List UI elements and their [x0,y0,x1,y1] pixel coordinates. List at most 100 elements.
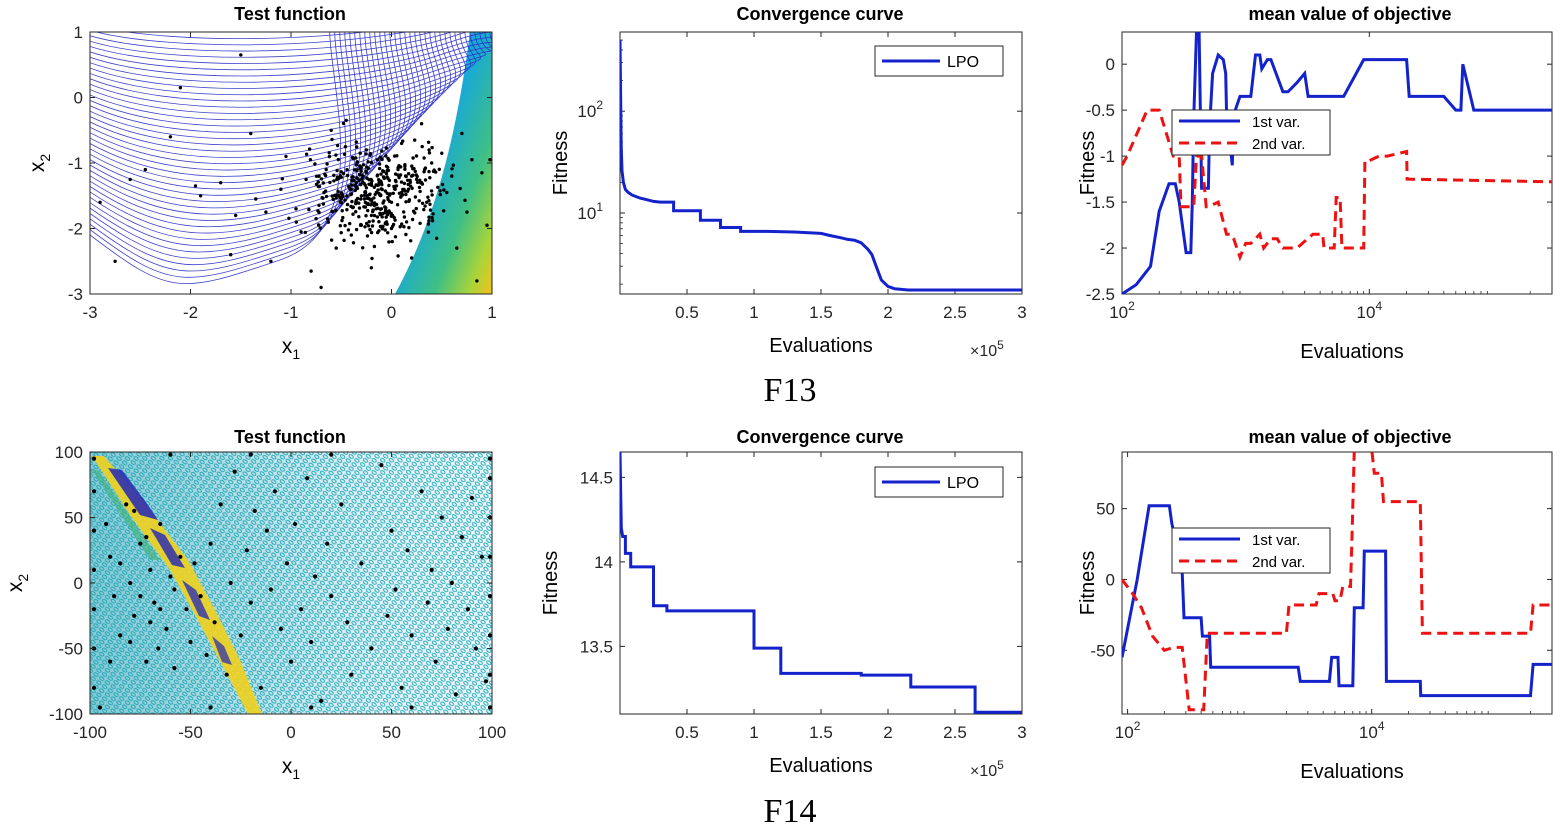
data-point [398,173,403,177]
data-point [355,160,359,164]
data-point [377,181,381,185]
data-point [362,197,366,201]
data-point [368,227,372,232]
data-point [369,160,374,165]
data-point [329,594,334,599]
data-point [399,180,404,184]
contour-line [90,32,436,165]
data-point [307,207,311,212]
data-point [426,140,431,144]
axes: -100 -50 0 50 100 -100 -50 0 50 100 [49,443,506,742]
data-point [369,646,374,651]
data-point [354,210,358,214]
x-tick-label: 0.5 [675,723,699,742]
data-point [419,122,424,126]
data-point [108,659,113,664]
data-point [393,587,398,592]
data-point [294,207,298,211]
data-point [419,489,424,494]
data-point [362,193,367,198]
data-point [450,174,454,178]
y-axis-label: Fitness [1077,131,1099,195]
y-tick-label: -100 [49,705,83,724]
data-point [415,174,419,179]
data-point [334,153,338,157]
contour-line [90,32,342,284]
data-point [487,672,493,677]
data-point [459,535,464,540]
data-point [442,209,446,213]
data-point [234,213,238,218]
data-point [386,197,390,202]
axes: 0.5 1 1.5 2 2.5 3 101 102 [577,32,1027,322]
data-point [368,192,372,196]
data-point [369,177,373,182]
data-point [391,191,395,195]
data-point [393,172,398,176]
data-point [91,685,97,690]
data-point [437,167,441,171]
data-point [172,587,177,592]
contour-line [90,32,492,89]
x-axis-label: x1 [282,755,301,782]
data-point [403,164,407,169]
data-point [433,659,438,664]
data-point [385,168,389,173]
data-point [323,189,328,193]
data-point [427,151,432,155]
contour-line [90,32,382,234]
data-point [413,169,417,174]
data-point [278,626,283,632]
data-point [351,212,355,216]
data-point [365,196,369,200]
x-tick-label: 104 [1357,299,1383,322]
data-point [303,230,307,235]
data-point [309,705,314,710]
data-point [406,172,411,176]
data-point [483,679,489,684]
data-point [326,220,330,224]
x-tick-label: 2.5 [943,723,967,742]
data-point [132,613,137,618]
data-point [431,212,435,216]
data-point [324,194,329,199]
data-point [188,639,193,645]
data-point [439,515,444,520]
data-point [319,177,324,181]
y-tick-label: -2 [1100,239,1115,258]
x-tick-label: 2 [883,303,892,322]
panel-title: Test function [234,427,346,447]
data-point [375,158,380,162]
data-point [445,190,449,195]
data-point [138,541,143,546]
data-point [423,166,428,170]
data-point [323,173,328,178]
data-point [379,463,384,468]
data-point [320,196,324,200]
data-point [465,210,469,214]
data-point [404,200,408,204]
x-axis-label: Evaluations [769,755,872,777]
data-point [112,594,117,599]
data-point [316,223,321,227]
data-point [355,176,359,180]
data-point [316,180,320,184]
data-point [373,202,377,206]
data-point [411,173,415,177]
data-point [366,208,370,213]
data-point [329,128,333,132]
sample-points [91,452,493,710]
data-point [372,196,376,200]
data-point [339,231,343,235]
x-axis-label: x1 [282,335,301,362]
data-point [487,705,493,710]
data-point [363,191,368,195]
x-tick-label: -50 [178,723,203,742]
data-point [299,230,303,234]
data-point [344,118,348,123]
y-tick-label: 13.5 [580,637,613,656]
y-axis-label: Fitness [1077,551,1099,615]
data-point [402,225,406,229]
y-tick-label: -50 [1090,641,1115,660]
data-point [339,197,343,201]
